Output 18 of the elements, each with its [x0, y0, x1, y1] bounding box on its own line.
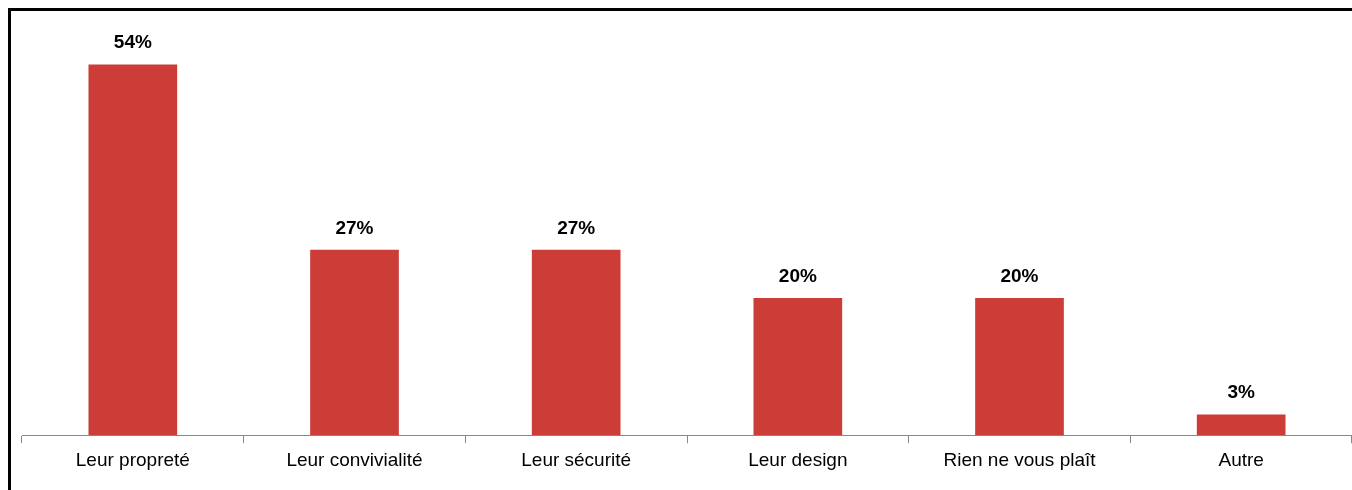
bar: [531, 249, 621, 436]
x-tick-label: Leur design: [748, 448, 848, 470]
x-tick-label: Leur convivialité: [286, 448, 423, 470]
bar: [753, 297, 843, 436]
x-tick-label: Leur sécurité: [521, 448, 632, 470]
data-label: 27%: [335, 216, 374, 238]
bar: [88, 64, 178, 436]
data-label: 27%: [557, 216, 596, 238]
x-tick-label: Rien ne vous plaît: [943, 448, 1097, 470]
x-tick-label: Leur propreté: [75, 448, 190, 470]
data-label: 20%: [1000, 264, 1039, 286]
bar: [1196, 414, 1286, 436]
data-label: 54%: [113, 31, 152, 53]
x-tick-label: Autre: [1218, 448, 1264, 470]
bar: [975, 297, 1064, 436]
data-label: 20%: [778, 264, 817, 286]
bar: [310, 249, 399, 436]
data-label: 3%: [1227, 381, 1255, 403]
